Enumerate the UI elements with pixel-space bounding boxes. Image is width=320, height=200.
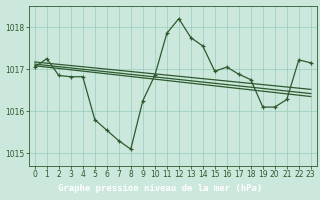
Text: Graphe pression niveau de la mer (hPa): Graphe pression niveau de la mer (hPa): [58, 184, 262, 193]
